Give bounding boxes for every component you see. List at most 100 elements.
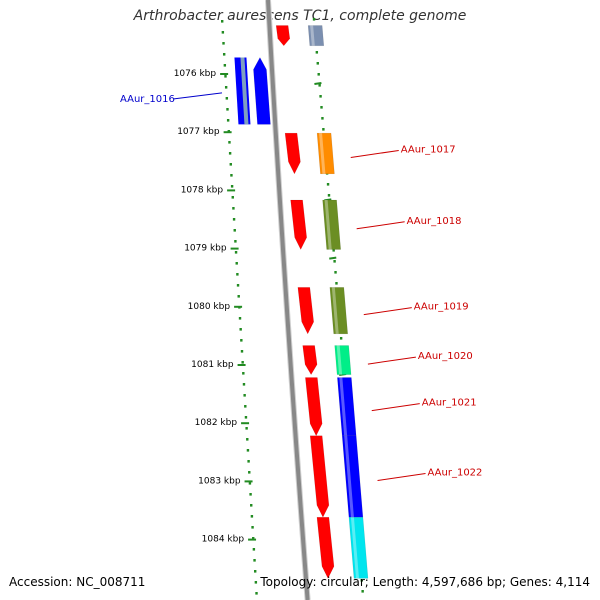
ruler-dot <box>222 53 226 56</box>
ruler-dot <box>233 229 236 232</box>
ruler-tick-label: 1080 kbp <box>188 302 231 312</box>
ruler-dot <box>246 438 249 441</box>
gene-highlight <box>339 377 348 436</box>
ruler-dot <box>235 262 238 265</box>
ruler-dot <box>242 383 246 386</box>
ruler-track: 1076 kbp 1077 kbp 1078 kbp 1079 kbp 1080 kbp… <box>174 18 364 595</box>
ruler-dot <box>252 548 256 551</box>
gene-strand-arrow[interactable] <box>309 435 330 518</box>
gene-label[interactable]: AAur_1019 <box>414 302 469 313</box>
gene-label-leader <box>367 356 416 365</box>
outer-ruler-tick <box>329 256 337 260</box>
outer-ruler-dot <box>335 282 338 285</box>
ruler-dot <box>231 196 234 199</box>
outer-ruler-dot <box>317 73 320 76</box>
ruler-dot <box>250 504 253 507</box>
gene-label[interactable]: AAur_1022 <box>428 467 483 478</box>
ruler-dot <box>254 581 258 584</box>
gene-feature[interactable] <box>305 377 357 437</box>
gene-label-leader <box>377 472 426 481</box>
outer-ruler-dot <box>334 271 337 274</box>
gene-feature[interactable] <box>284 132 335 175</box>
ruler-tick-label: 1076 kbp <box>174 69 217 79</box>
ruler-dot <box>244 405 247 408</box>
gene-feature[interactable] <box>234 56 271 125</box>
outer-ruler-dot <box>332 249 335 252</box>
gene-highlight <box>324 200 332 250</box>
gene-feature[interactable] <box>297 287 348 335</box>
outer-ruler-dot <box>327 194 331 197</box>
outer-ruler-dot <box>339 337 343 340</box>
ruler-dot <box>242 372 245 375</box>
ruler-dot <box>226 108 229 111</box>
ruler-dot <box>236 273 239 276</box>
ruler-dot <box>237 295 240 298</box>
ruler-dot <box>240 350 244 353</box>
ruler-tick-label: 1078 kbp <box>181 185 224 195</box>
ruler-dot <box>232 218 236 221</box>
accession-label: Accession: NC_008711 <box>9 575 146 589</box>
ruler-dot <box>245 427 248 430</box>
gene-highlight <box>310 25 315 46</box>
outer-ruler-dot <box>312 18 316 21</box>
ruler-tick-label: 1083 kbp <box>198 476 241 486</box>
gene-feature[interactable] <box>316 516 369 579</box>
gene-highlight <box>336 345 343 375</box>
gene-label-leader <box>356 221 405 230</box>
gene-strand-arrow[interactable] <box>253 56 271 125</box>
ruler-dot <box>247 460 250 463</box>
gene-cog-bar[interactable] <box>307 25 325 47</box>
gene-cog-bar[interactable] <box>348 516 369 579</box>
gene-label-leader <box>350 149 399 158</box>
gene-feature[interactable] <box>275 25 325 47</box>
gene-strand-arrow[interactable] <box>275 25 291 47</box>
ruler-dot <box>250 515 254 518</box>
ruler-tick-label: 1084 kbp <box>202 535 245 545</box>
backbone-line <box>266 0 310 600</box>
ruler-tick-label: 1079 kbp <box>184 244 227 254</box>
gene-strand-arrow[interactable] <box>316 516 335 579</box>
gene-label[interactable]: AAur_1016 <box>120 94 175 105</box>
ruler-dot <box>228 141 231 144</box>
gene-cog-bar[interactable] <box>322 199 341 250</box>
ruler-tick-label: 1077 kbp <box>177 127 220 137</box>
gene-label[interactable]: AAur_1020 <box>418 351 473 362</box>
gene-label-leader <box>371 403 420 412</box>
outer-ruler-dot <box>326 183 330 186</box>
ruler-dot <box>246 449 250 452</box>
outer-ruler-dot <box>333 260 336 263</box>
gene-strand-arrow[interactable] <box>284 132 301 175</box>
gene-strand-arrow[interactable] <box>305 377 323 437</box>
ruler-dot <box>221 20 224 23</box>
genome-summary: Topology: circular; Length: 4,597,686 bp… <box>260 575 590 589</box>
outer-ruler-dot <box>360 579 363 582</box>
ruler-dot <box>232 207 235 210</box>
ruler-dot <box>254 570 257 573</box>
gene-strand-arrow[interactable] <box>302 345 318 376</box>
gene-cog-bar[interactable] <box>334 345 352 375</box>
gene-feature[interactable] <box>309 435 364 518</box>
gene-feature[interactable] <box>290 199 341 251</box>
gene-highlight <box>344 435 354 518</box>
ruler-dot <box>249 493 252 496</box>
gene-cog-bar[interactable] <box>316 132 335 175</box>
ruler-dot <box>238 317 242 320</box>
ruler-dot <box>252 537 255 540</box>
gene-strand-arrow[interactable] <box>290 199 307 251</box>
gene-feature[interactable] <box>302 345 352 376</box>
backbone-track <box>265 0 311 600</box>
gene-cog-bar[interactable] <box>329 287 348 335</box>
gene-highlight <box>319 133 326 174</box>
ruler-dot <box>222 42 225 45</box>
ruler-tick-label: 1081 kbp <box>191 360 234 370</box>
outer-ruler-dot <box>319 95 322 98</box>
gene-label[interactable]: AAur_1021 <box>422 398 477 409</box>
gene-highlight <box>331 287 339 334</box>
gene-label[interactable]: AAur_1017 <box>401 144 456 155</box>
ruler-dot <box>224 75 227 78</box>
gene-strand-arrow[interactable] <box>297 287 314 335</box>
ruler-dot <box>224 86 228 89</box>
gene-label-leader <box>363 307 412 316</box>
gene-label[interactable]: AAur_1018 <box>407 216 462 227</box>
